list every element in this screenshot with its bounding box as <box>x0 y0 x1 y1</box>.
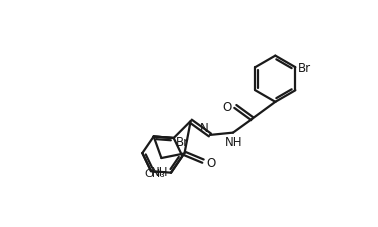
Text: N: N <box>200 122 208 135</box>
Text: Br: Br <box>176 136 189 149</box>
Text: CH₃: CH₃ <box>144 168 165 178</box>
Text: NH: NH <box>151 165 169 178</box>
Text: O: O <box>207 156 216 169</box>
Text: O: O <box>222 101 231 114</box>
Text: Br: Br <box>297 61 311 74</box>
Text: NH: NH <box>225 135 243 148</box>
